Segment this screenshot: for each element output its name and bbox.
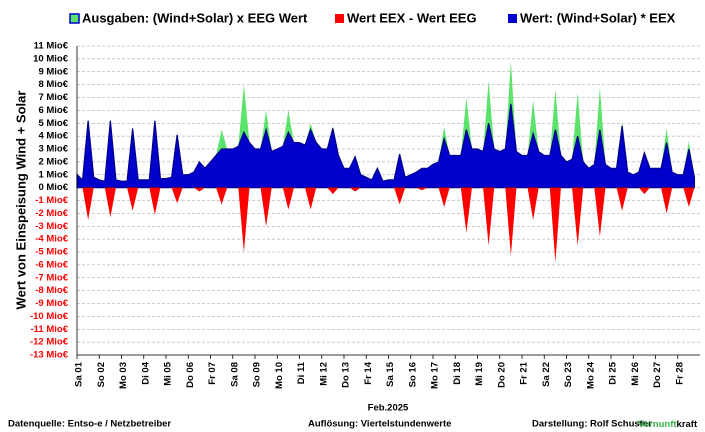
legend-label: Wert EEX - Wert EEG xyxy=(347,10,477,25)
y-tick-label: -8 Mio€ xyxy=(35,285,68,296)
x-tick-label: Sa 01 xyxy=(74,361,85,387)
legend-swatch xyxy=(508,14,517,23)
x-tick-label: Mi 26 xyxy=(630,362,641,386)
brand-part: kraft xyxy=(677,419,698,430)
x-tick-label: Mo 10 xyxy=(274,362,285,389)
x-tick-label: Fr 14 xyxy=(363,361,374,384)
y-tick-label: -1 Mio€ xyxy=(35,195,68,206)
y-tick-label: -11 Mio€ xyxy=(31,324,69,335)
y-axis-title: Wert von Einspeisung Wind + Solar xyxy=(13,91,28,310)
x-tick-label: Fr 07 xyxy=(207,362,218,385)
y-tick-label: 3 Mio€ xyxy=(38,144,68,155)
legend-label: Wert: (Wind+Solar) * EEX xyxy=(520,10,676,25)
y-tick-label: 4 Mio€ xyxy=(38,131,68,142)
y-tick-label: -10 Mio€ xyxy=(30,311,69,322)
y-tick-label: 1 Mio€ xyxy=(38,169,68,180)
legend-label: Ausgaben: (Wind+Solar) x EEG Wert xyxy=(82,10,308,25)
y-tick-label: -4 Mio€ xyxy=(35,234,68,245)
x-tick-label: Mi 12 xyxy=(318,362,329,386)
x-tick-label: So 16 xyxy=(407,362,418,387)
x-tick-label: Di 04 xyxy=(140,361,151,384)
legend-item: Ausgaben: (Wind+Solar) x EEG Wert xyxy=(69,10,308,25)
area xyxy=(77,187,695,263)
x-tick-label: Sa 15 xyxy=(385,361,396,387)
y-tick-label: 7 Mio€ xyxy=(38,92,68,103)
y-tick-label: 5 Mio€ xyxy=(38,118,68,129)
y-tick-label: 11 Mio€ xyxy=(34,41,69,52)
y-tick-label: -7 Mio€ xyxy=(35,272,68,283)
x-tick-label: Do 27 xyxy=(652,362,663,388)
legend-item: Wert EEX - Wert EEG xyxy=(335,10,477,25)
y-tick-label: 10 Mio€ xyxy=(33,53,69,64)
brand-part: Vernunft xyxy=(638,419,677,430)
footer-source: Datenquelle: Entso-e / Netzbetreiber xyxy=(8,419,171,430)
footer-resolution: Auflösung: Viertelstundenwerte xyxy=(308,419,451,430)
footer-author: Darstellung: Rolf Schuster xyxy=(532,419,652,430)
y-tick-label: -2 Mio€ xyxy=(35,208,68,219)
x-tick-label: Di 18 xyxy=(452,362,463,385)
x-axis-title: Feb.2025 xyxy=(368,403,409,414)
y-tick-label: 9 Mio€ xyxy=(38,66,68,77)
area xyxy=(76,103,696,189)
y-tick-label: -12 Mio€ xyxy=(30,337,69,348)
footer-brand: Vernunftkraft xyxy=(638,419,698,430)
x-tick-label: Fr 21 xyxy=(519,361,530,384)
x-tick-label: Sa 08 xyxy=(229,362,240,387)
y-tick-label: -3 Mio€ xyxy=(35,221,68,232)
x-tick-label: Di 11 xyxy=(296,361,307,384)
y-tick-label: 0 Mio€ xyxy=(38,182,68,193)
x-tick-label: Mi 05 xyxy=(163,361,174,385)
x-tick-label: Mo 17 xyxy=(430,362,441,389)
y-tick-label: -6 Mio€ xyxy=(35,259,68,270)
x-tick-label: So 23 xyxy=(563,362,574,387)
x-tick-label: Mo 03 xyxy=(118,362,129,389)
x-tick-label: Mi 19 xyxy=(474,362,485,386)
x-tick-label: Di 25 xyxy=(608,361,619,384)
legend-swatch xyxy=(335,14,344,23)
x-tick-label: Do 06 xyxy=(185,362,196,388)
x-tick-label: Mo 24 xyxy=(585,361,596,389)
x-tick-label: So 09 xyxy=(252,362,263,387)
y-tick-label: -9 Mio€ xyxy=(35,298,68,309)
y-tick-label: 2 Mio€ xyxy=(38,156,68,167)
x-tick-label: Do 20 xyxy=(496,362,507,388)
legend-item: Wert: (Wind+Solar) * EEX xyxy=(508,10,676,25)
legend-swatch xyxy=(69,13,80,24)
x-tick-label: Sa 22 xyxy=(541,362,552,387)
y-tick-label: 8 Mio€ xyxy=(38,79,68,90)
y-tick-label: 6 Mio€ xyxy=(38,105,68,116)
y-tick-label: -13 Mio€ xyxy=(30,350,69,361)
x-tick-label: Do 13 xyxy=(341,362,352,388)
x-tick-label: So 02 xyxy=(96,362,107,387)
x-tick-label: Fr 28 xyxy=(674,362,685,385)
y-tick-label: -5 Mio€ xyxy=(35,247,68,258)
